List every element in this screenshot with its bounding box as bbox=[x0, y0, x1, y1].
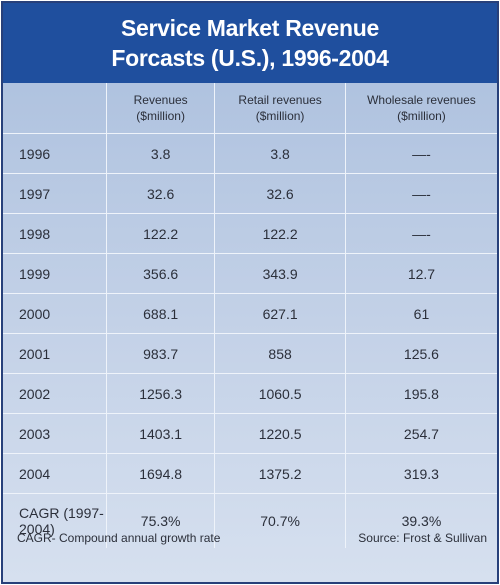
column-header: Wholesale revenues ($million) bbox=[344, 83, 497, 134]
row-label: 2003 bbox=[3, 413, 107, 454]
row-label: 1996 bbox=[3, 133, 107, 174]
cell: 1375.2 bbox=[214, 453, 346, 494]
title: Service Market Revenue Forcasts (U.S.), … bbox=[111, 15, 389, 71]
cell: 39.3% bbox=[344, 493, 497, 548]
cell: 75.3% bbox=[105, 493, 215, 548]
cell: 254.7 bbox=[344, 413, 497, 454]
table-row: 2000 688.1 627.1 61 bbox=[3, 293, 497, 334]
table-row: 2004 1694.8 1375.2 319.3 bbox=[3, 453, 497, 494]
table-row: CAGR (1997-2004) 75.3% 70.7% 39.3% bbox=[3, 493, 497, 548]
cell: —- bbox=[344, 173, 497, 214]
column-header bbox=[3, 83, 107, 134]
cell: —- bbox=[344, 213, 497, 254]
column-header: Revenues ($million) bbox=[105, 83, 215, 134]
cell: 319.3 bbox=[344, 453, 497, 494]
cell: 1256.3 bbox=[105, 373, 215, 414]
cell: 1060.5 bbox=[214, 373, 346, 414]
cell: —- bbox=[344, 133, 497, 174]
row-label: 2002 bbox=[3, 373, 107, 414]
row-label: 1998 bbox=[3, 213, 107, 254]
cell: 32.6 bbox=[105, 173, 215, 214]
cell: 858 bbox=[214, 333, 346, 374]
cell: 1403.1 bbox=[105, 413, 215, 454]
row-label: 2004 bbox=[3, 453, 107, 494]
table-row: 2001 983.7 858 125.6 bbox=[3, 333, 497, 374]
cell: 1220.5 bbox=[214, 413, 346, 454]
source: Source: Frost & Sullivan bbox=[358, 531, 487, 545]
cell: 61 bbox=[344, 293, 497, 334]
column-header: Retail revenues ($million) bbox=[214, 83, 346, 134]
cell: 70.7% bbox=[214, 493, 346, 548]
cell: 12.7 bbox=[344, 253, 497, 294]
table-row: 1997 32.6 32.6 —- bbox=[3, 173, 497, 214]
cell: 195.8 bbox=[344, 373, 497, 414]
row-label: 2000 bbox=[3, 293, 107, 334]
table-row: 2002 1256.3 1060.5 195.8 bbox=[3, 373, 497, 414]
footer: CAGR- Compound annual growth rate Source… bbox=[17, 531, 487, 545]
cell: 122.2 bbox=[105, 213, 215, 254]
header-row: Revenues ($million) Retail revenues ($mil… bbox=[3, 83, 497, 134]
cell: 983.7 bbox=[105, 333, 215, 374]
row-label: 2001 bbox=[3, 333, 107, 374]
cell: 122.2 bbox=[214, 213, 346, 254]
row-label: 1997 bbox=[3, 173, 107, 214]
cell: 343.9 bbox=[214, 253, 346, 294]
data-table: Revenues ($million) Retail revenues ($mil… bbox=[3, 83, 497, 548]
cell: 3.8 bbox=[105, 133, 215, 174]
row-label: CAGR (1997-2004) bbox=[3, 493, 107, 548]
table-row: 1996 3.8 3.8 —- bbox=[3, 133, 497, 174]
cell: 688.1 bbox=[105, 293, 215, 334]
cell: 125.6 bbox=[344, 333, 497, 374]
footnote: CAGR- Compound annual growth rate bbox=[17, 531, 221, 545]
cell: 627.1 bbox=[214, 293, 346, 334]
table-row: 1998 122.2 122.2 —- bbox=[3, 213, 497, 254]
cell: 356.6 bbox=[105, 253, 215, 294]
header: Service Market Revenue Forcasts (U.S.), … bbox=[3, 3, 497, 83]
cell: 3.8 bbox=[214, 133, 346, 174]
table-body: 1996 3.8 3.8 —- 1997 32.6 32.6 —- 1998 122.2 122.2… bbox=[3, 133, 497, 548]
row-label: 1999 bbox=[3, 253, 107, 294]
table-row: 1999 356.6 343.9 12.7 bbox=[3, 253, 497, 294]
cell: 1694.8 bbox=[105, 453, 215, 494]
cell: 32.6 bbox=[214, 173, 346, 214]
table-row: 2003 1403.1 1220.5 254.7 bbox=[3, 413, 497, 454]
